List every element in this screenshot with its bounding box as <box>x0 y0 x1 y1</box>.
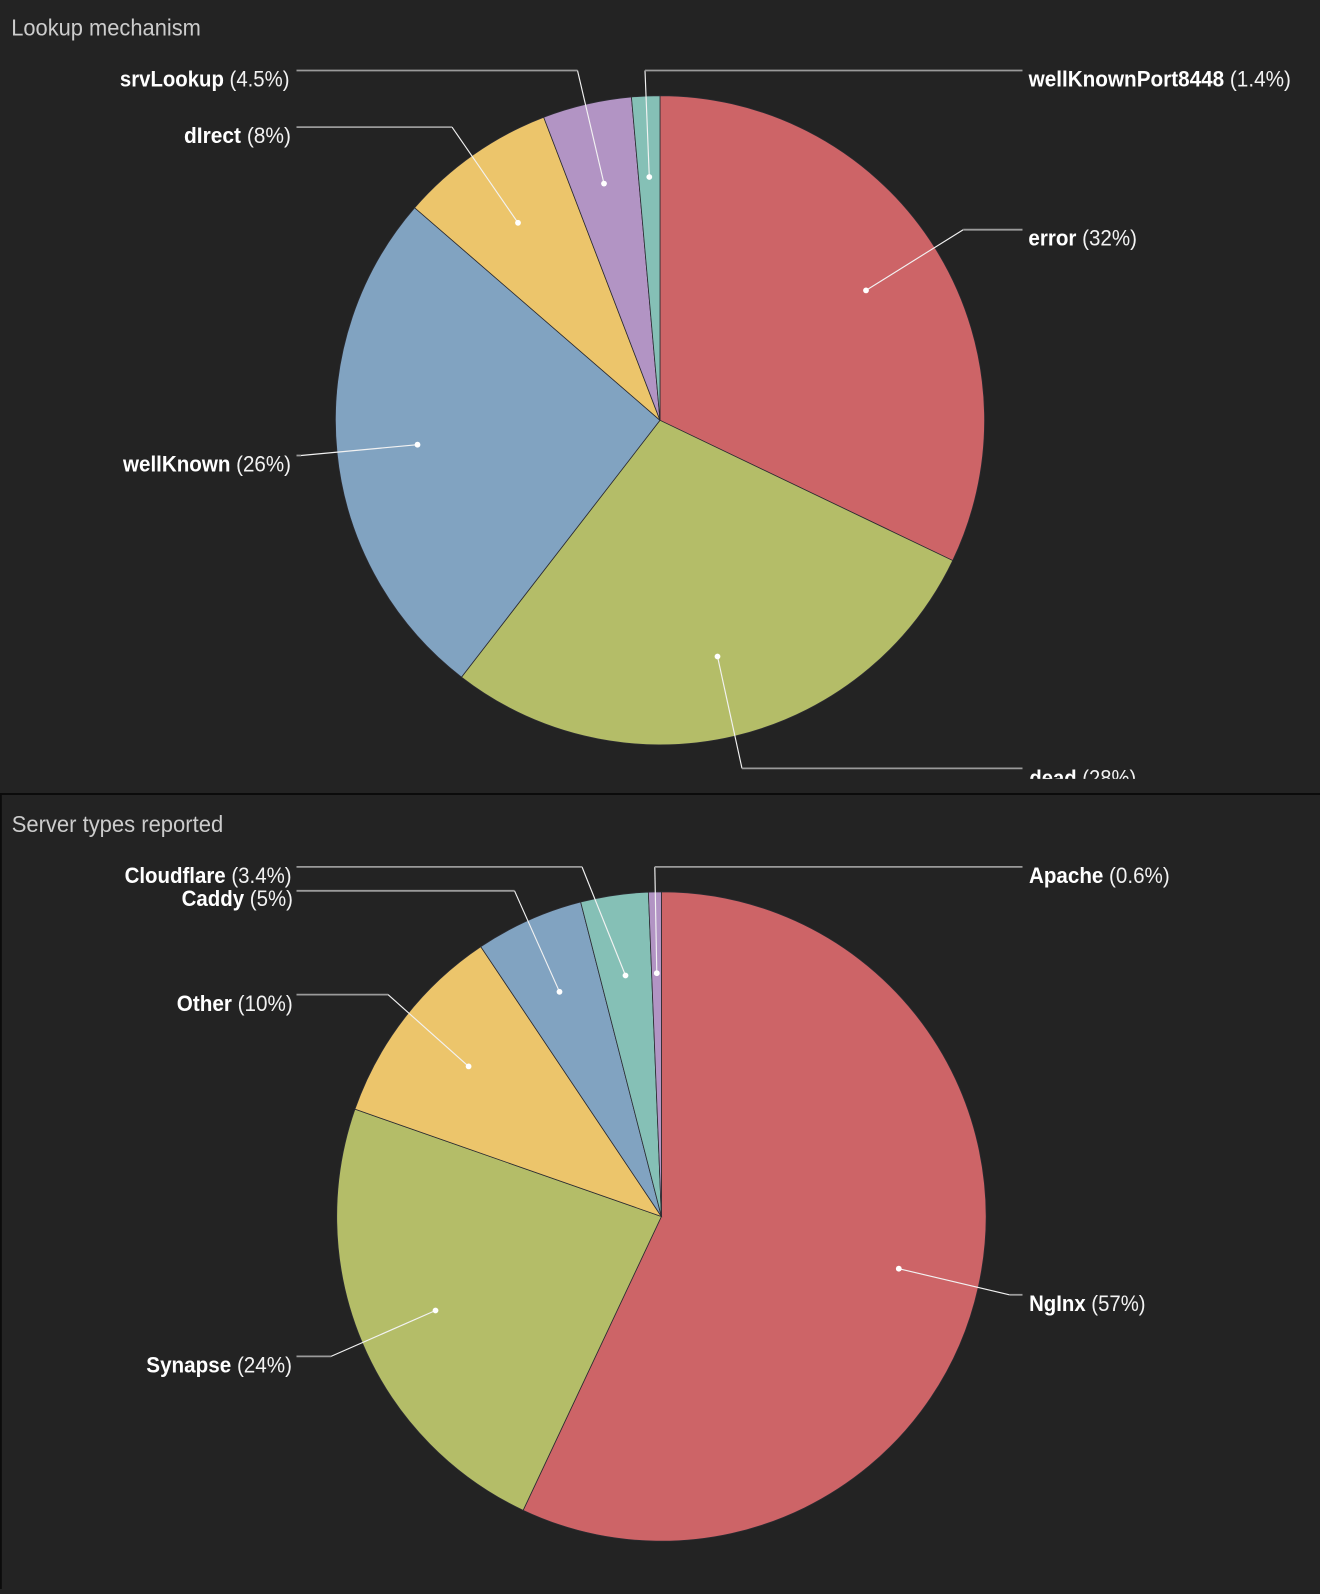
svg-text:srvLookup (4.5%): srvLookup (4.5%) <box>120 67 290 92</box>
svg-text:NgInx (57%): NgInx (57%) <box>1029 1291 1146 1316</box>
svg-text:Apache (0.6%): Apache (0.6%) <box>1029 863 1170 888</box>
svg-text:Synapse (24%): Synapse (24%) <box>146 1352 292 1377</box>
svg-text:dead (28%): dead (28%) <box>1029 766 1136 791</box>
svg-text:dIrect (8%): dIrect (8%) <box>184 123 291 148</box>
svg-text:Server types reported: Server types reported <box>12 811 224 837</box>
svg-text:Cloudflare (3.4%): Cloudflare (3.4%) <box>125 863 292 888</box>
svg-text:Caddy (5%): Caddy (5%) <box>182 886 293 911</box>
svg-text:Lookup mechanism: Lookup mechanism <box>11 14 201 40</box>
svg-text:wellKnown (26%): wellKnown (26%) <box>122 451 291 476</box>
svg-text:Other (10%): Other (10%) <box>177 991 293 1016</box>
svg-text:error (32%): error (32%) <box>1028 226 1137 251</box>
svg-text:wellKnownPort8448 (1.4%): wellKnownPort8448 (1.4%) <box>1028 67 1291 92</box>
